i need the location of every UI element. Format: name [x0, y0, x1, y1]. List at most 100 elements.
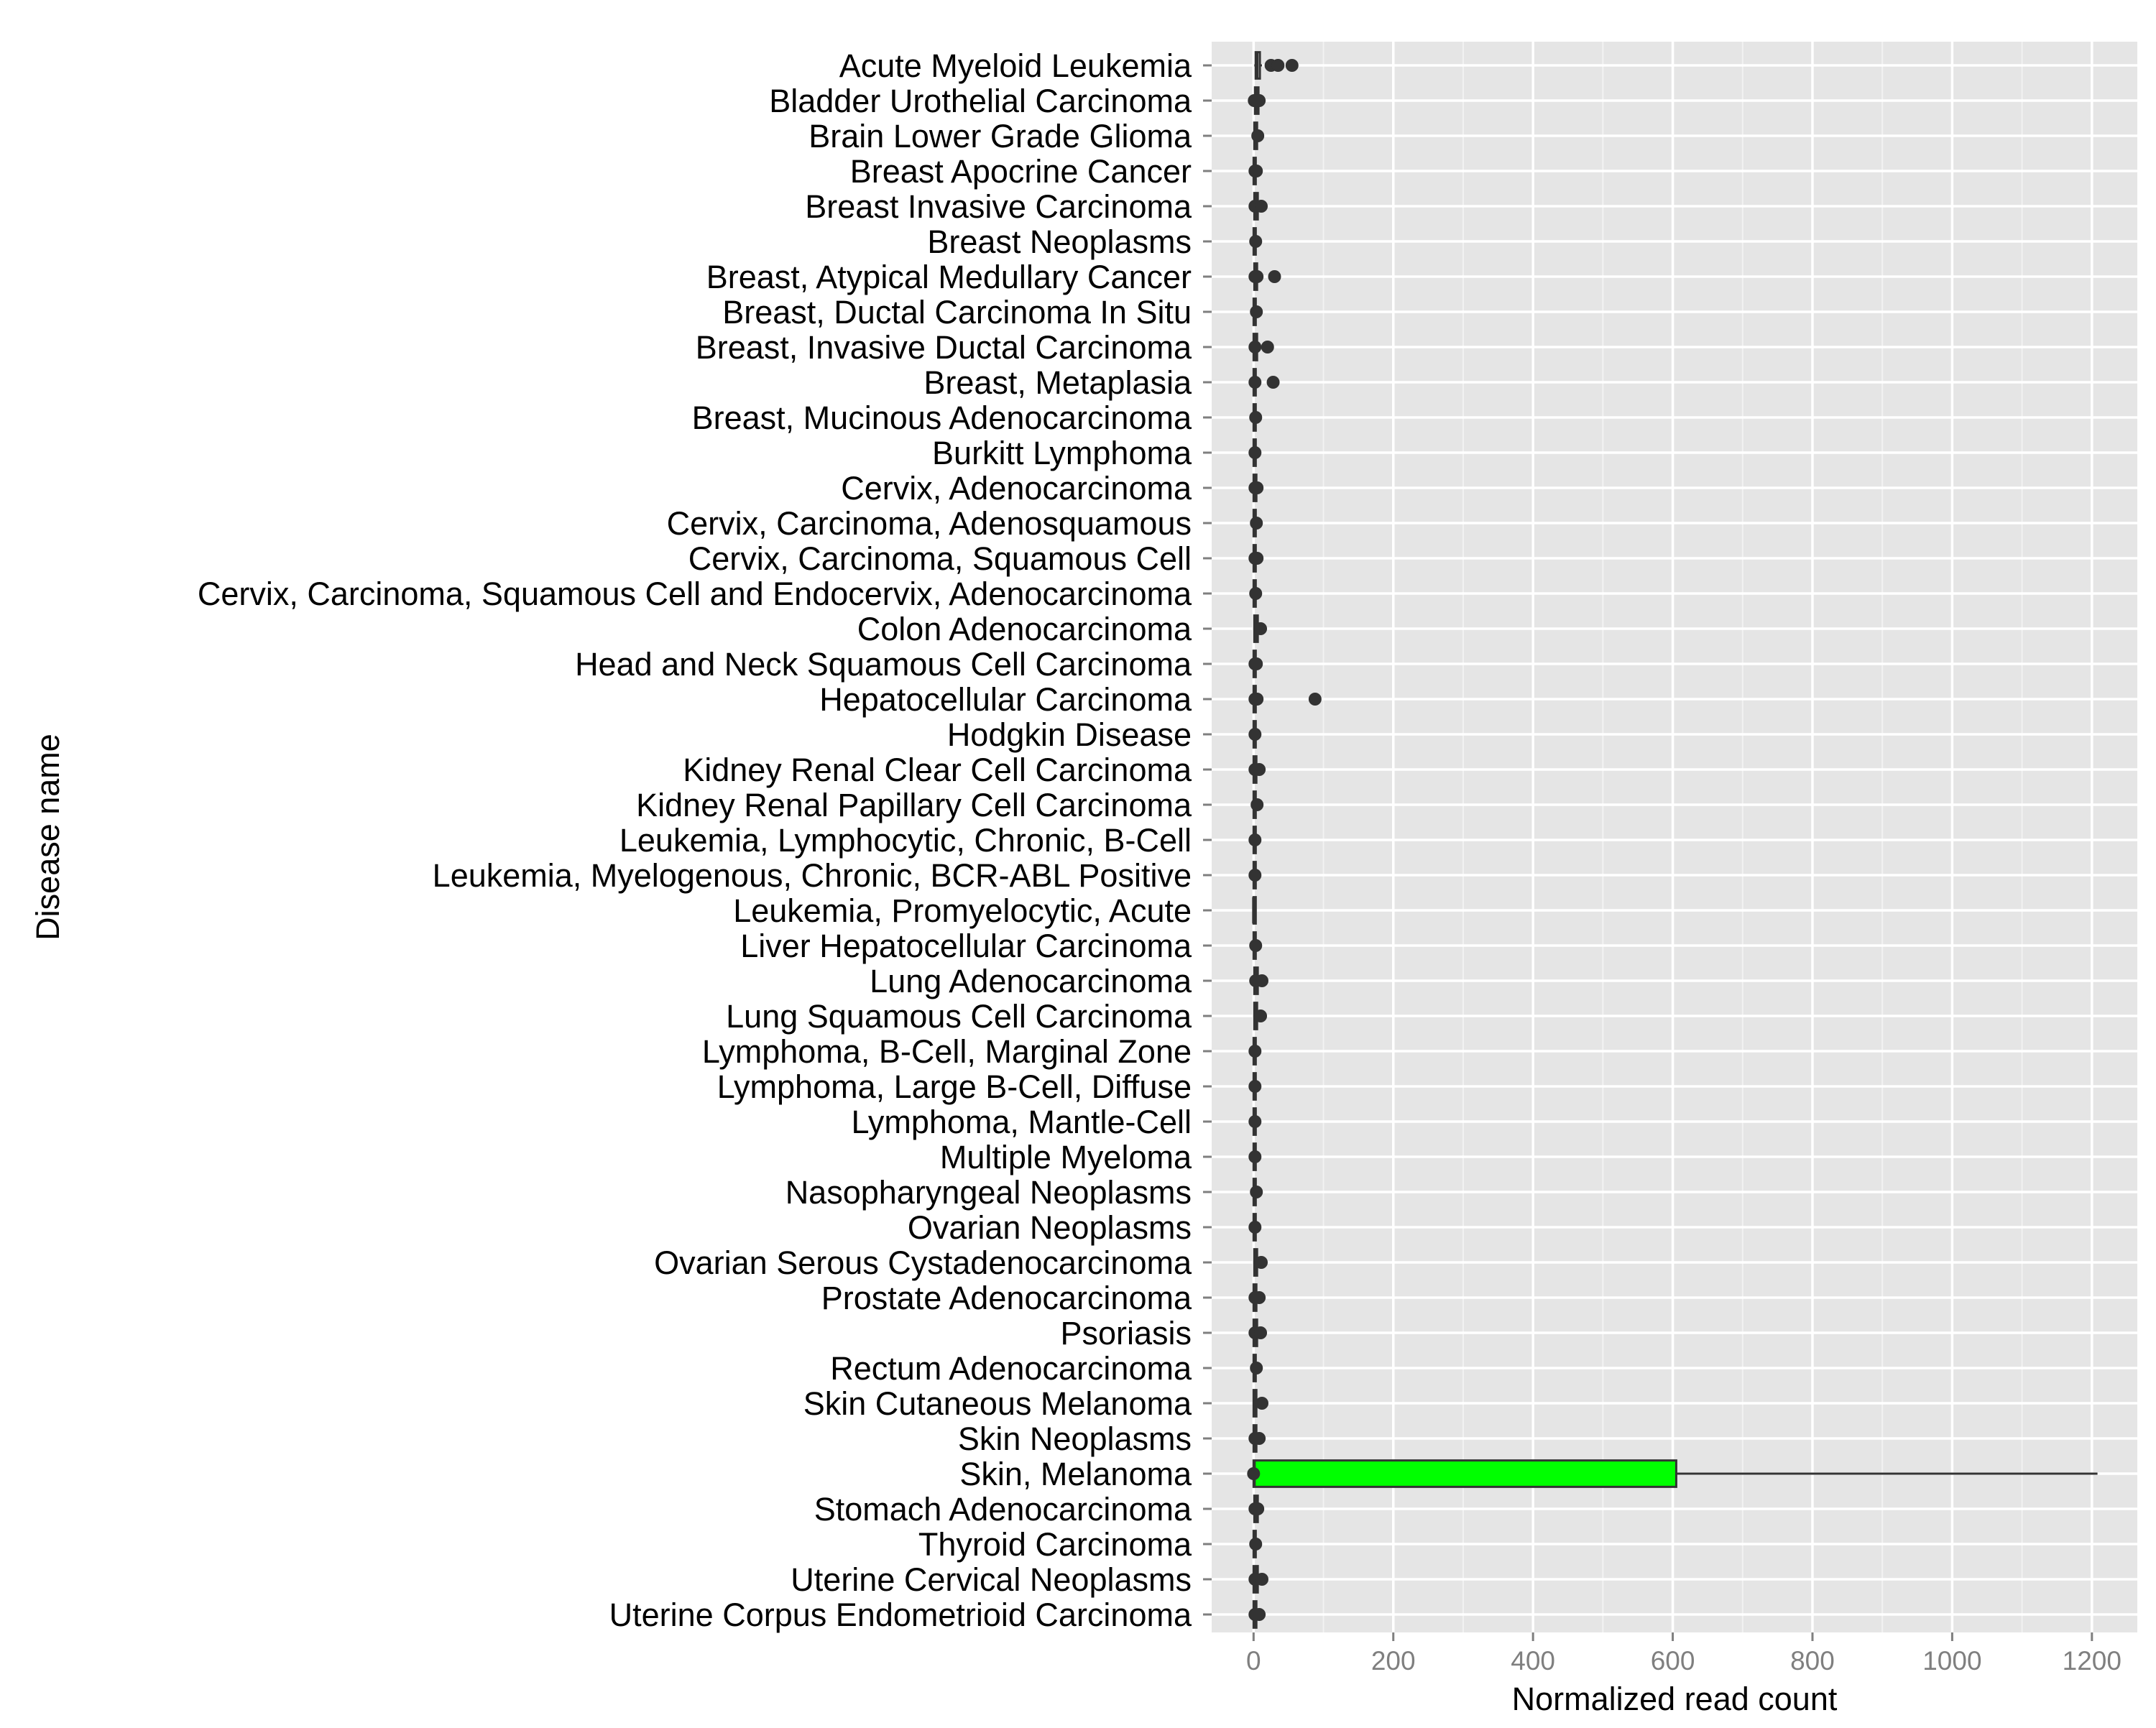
boxplot-40	[1248, 1424, 1266, 1453]
outlier-point	[1255, 1573, 1268, 1586]
x-tick-label: 800	[1790, 1646, 1835, 1676]
boxplot-4	[1248, 157, 1263, 185]
boxplot-3	[1251, 121, 1265, 150]
boxplot-41	[1247, 1459, 2098, 1488]
category-label: Burkitt Lymphoma	[932, 435, 1192, 471]
category-label: Skin Cutaneous Melanoma	[803, 1385, 1192, 1422]
grid-lines	[1212, 42, 2137, 1632]
category-label: Uterine Cervical Neoplasms	[791, 1561, 1192, 1598]
plot-panel	[1212, 42, 2137, 1632]
boxplot-23	[1248, 826, 1262, 854]
boxplot-1	[1254, 51, 1299, 80]
category-label: Leukemia, Myelogenous, Chronic, BCR-ABL …	[433, 857, 1192, 894]
boxplot-33	[1250, 1178, 1263, 1206]
category-label: Liver Hepatocellular Carcinoma	[740, 928, 1192, 964]
boxplot-16	[1249, 579, 1263, 608]
boxplot-34	[1248, 1213, 1262, 1242]
category-label: Bladder Urothelial Carcinoma	[769, 83, 1192, 119]
outlier-point	[1253, 1291, 1266, 1304]
category-label: Leukemia, Promyelocytic, Acute	[733, 892, 1192, 929]
x-tick-label: 1000	[1922, 1646, 1981, 1676]
boxplot-18	[1248, 650, 1263, 678]
outlier-point	[1250, 552, 1264, 565]
outlier-point	[1266, 376, 1280, 389]
boxplot-30	[1248, 1072, 1262, 1101]
outlier-point	[1254, 1009, 1268, 1022]
boxplot-27	[1249, 966, 1268, 995]
outlier-point	[1271, 59, 1285, 72]
boxplot-24	[1248, 861, 1262, 890]
category-label: Acute Myeloid Leukemia	[839, 47, 1192, 84]
outlier-point	[1253, 763, 1266, 776]
category-label: Breast, Mucinous Adenocarcinoma	[692, 399, 1192, 436]
outlier-point	[1253, 1608, 1266, 1621]
outlier-point	[1250, 1362, 1263, 1374]
category-label: Rectum Adenocarcinoma	[830, 1350, 1192, 1387]
category-label: Cervix, Adenocarcinoma	[841, 470, 1192, 507]
outlier-point	[1249, 235, 1263, 248]
outlier-point	[1261, 341, 1274, 354]
category-label: Breast Apocrine Cancer	[850, 153, 1192, 190]
x-axis-title: Normalized read count	[1512, 1681, 1838, 1717]
outlier-point	[1247, 1467, 1261, 1480]
outlier-point	[1248, 1221, 1262, 1234]
boxplot-42	[1248, 1494, 1265, 1523]
category-label: Breast, Invasive Ductal Carcinoma	[696, 329, 1192, 366]
boxplot-8	[1250, 297, 1263, 326]
boxplot-9	[1248, 333, 1274, 361]
outlier-point	[1250, 798, 1264, 811]
boxplot-25	[1252, 896, 1257, 925]
category-label: Cervix, Carcinoma, Squamous Cell	[688, 540, 1192, 577]
outlier-point	[1250, 1186, 1263, 1198]
category-label: Lymphoma, Large B-Cell, Diffuse	[717, 1068, 1192, 1105]
category-label: Multiple Myeloma	[940, 1139, 1192, 1175]
category-label: Head and Neck Squamous Cell Carcinoma	[575, 646, 1192, 683]
x-tick-label: 600	[1651, 1646, 1695, 1676]
category-label: Colon Adenocarcinoma	[857, 611, 1192, 647]
outlier-point	[1285, 59, 1299, 72]
category-label: Nasopharyngeal Neoplasms	[786, 1174, 1192, 1211]
x-tick-label: 400	[1511, 1646, 1555, 1676]
outlier-point	[1248, 869, 1262, 882]
outlier-point	[1248, 1150, 1262, 1163]
outlier-point	[1250, 517, 1263, 530]
outlier-point	[1249, 1538, 1263, 1551]
category-label: Cervix, Carcinoma, Squamous Cell and End…	[198, 576, 1192, 612]
boxplot-19	[1248, 685, 1322, 713]
category-label: Kidney Renal Papillary Cell Carcinoma	[636, 787, 1192, 823]
category-label: Hepatocellular Carcinoma	[819, 681, 1192, 718]
boxplot-17	[1253, 614, 1268, 643]
boxplot-32	[1248, 1142, 1262, 1171]
category-label: Skin Neoplasms	[958, 1420, 1192, 1457]
x-tick-label: 1200	[2063, 1646, 2122, 1676]
category-label: Kidney Renal Clear Cell Carcinoma	[683, 752, 1192, 788]
boxplot-39	[1252, 1389, 1268, 1418]
boxplot-6	[1249, 227, 1263, 256]
box	[1252, 1459, 1677, 1488]
outlier-point	[1250, 481, 1264, 494]
outlier-point	[1248, 1045, 1262, 1058]
category-label: Psoriasis	[1060, 1315, 1192, 1352]
category-label: Thyroid Carcinoma	[918, 1526, 1192, 1563]
boxplot-28	[1253, 1002, 1268, 1030]
outlier-point	[1250, 270, 1264, 283]
outlier-point	[1248, 376, 1262, 389]
outlier-point	[1248, 1080, 1262, 1093]
boxplot-2	[1248, 86, 1266, 115]
category-label: Brain Lower Grade Glioma	[808, 118, 1192, 154]
boxplot-31	[1248, 1107, 1262, 1136]
category-label: Breast, Metaplasia	[923, 364, 1192, 401]
category-label: Prostate Adenocarcinoma	[821, 1280, 1192, 1316]
boxplot-15	[1248, 544, 1264, 573]
boxplot-26	[1249, 931, 1263, 960]
boxplot-43	[1249, 1530, 1263, 1558]
outlier-point	[1250, 165, 1263, 177]
outlier-point	[1250, 693, 1264, 706]
outlier-point	[1248, 728, 1262, 741]
category-label: Lymphoma, Mantle-Cell	[851, 1104, 1192, 1140]
outlier-point	[1255, 974, 1268, 987]
category-label: Breast Neoplasms	[927, 223, 1192, 260]
outlier-point	[1250, 657, 1263, 670]
